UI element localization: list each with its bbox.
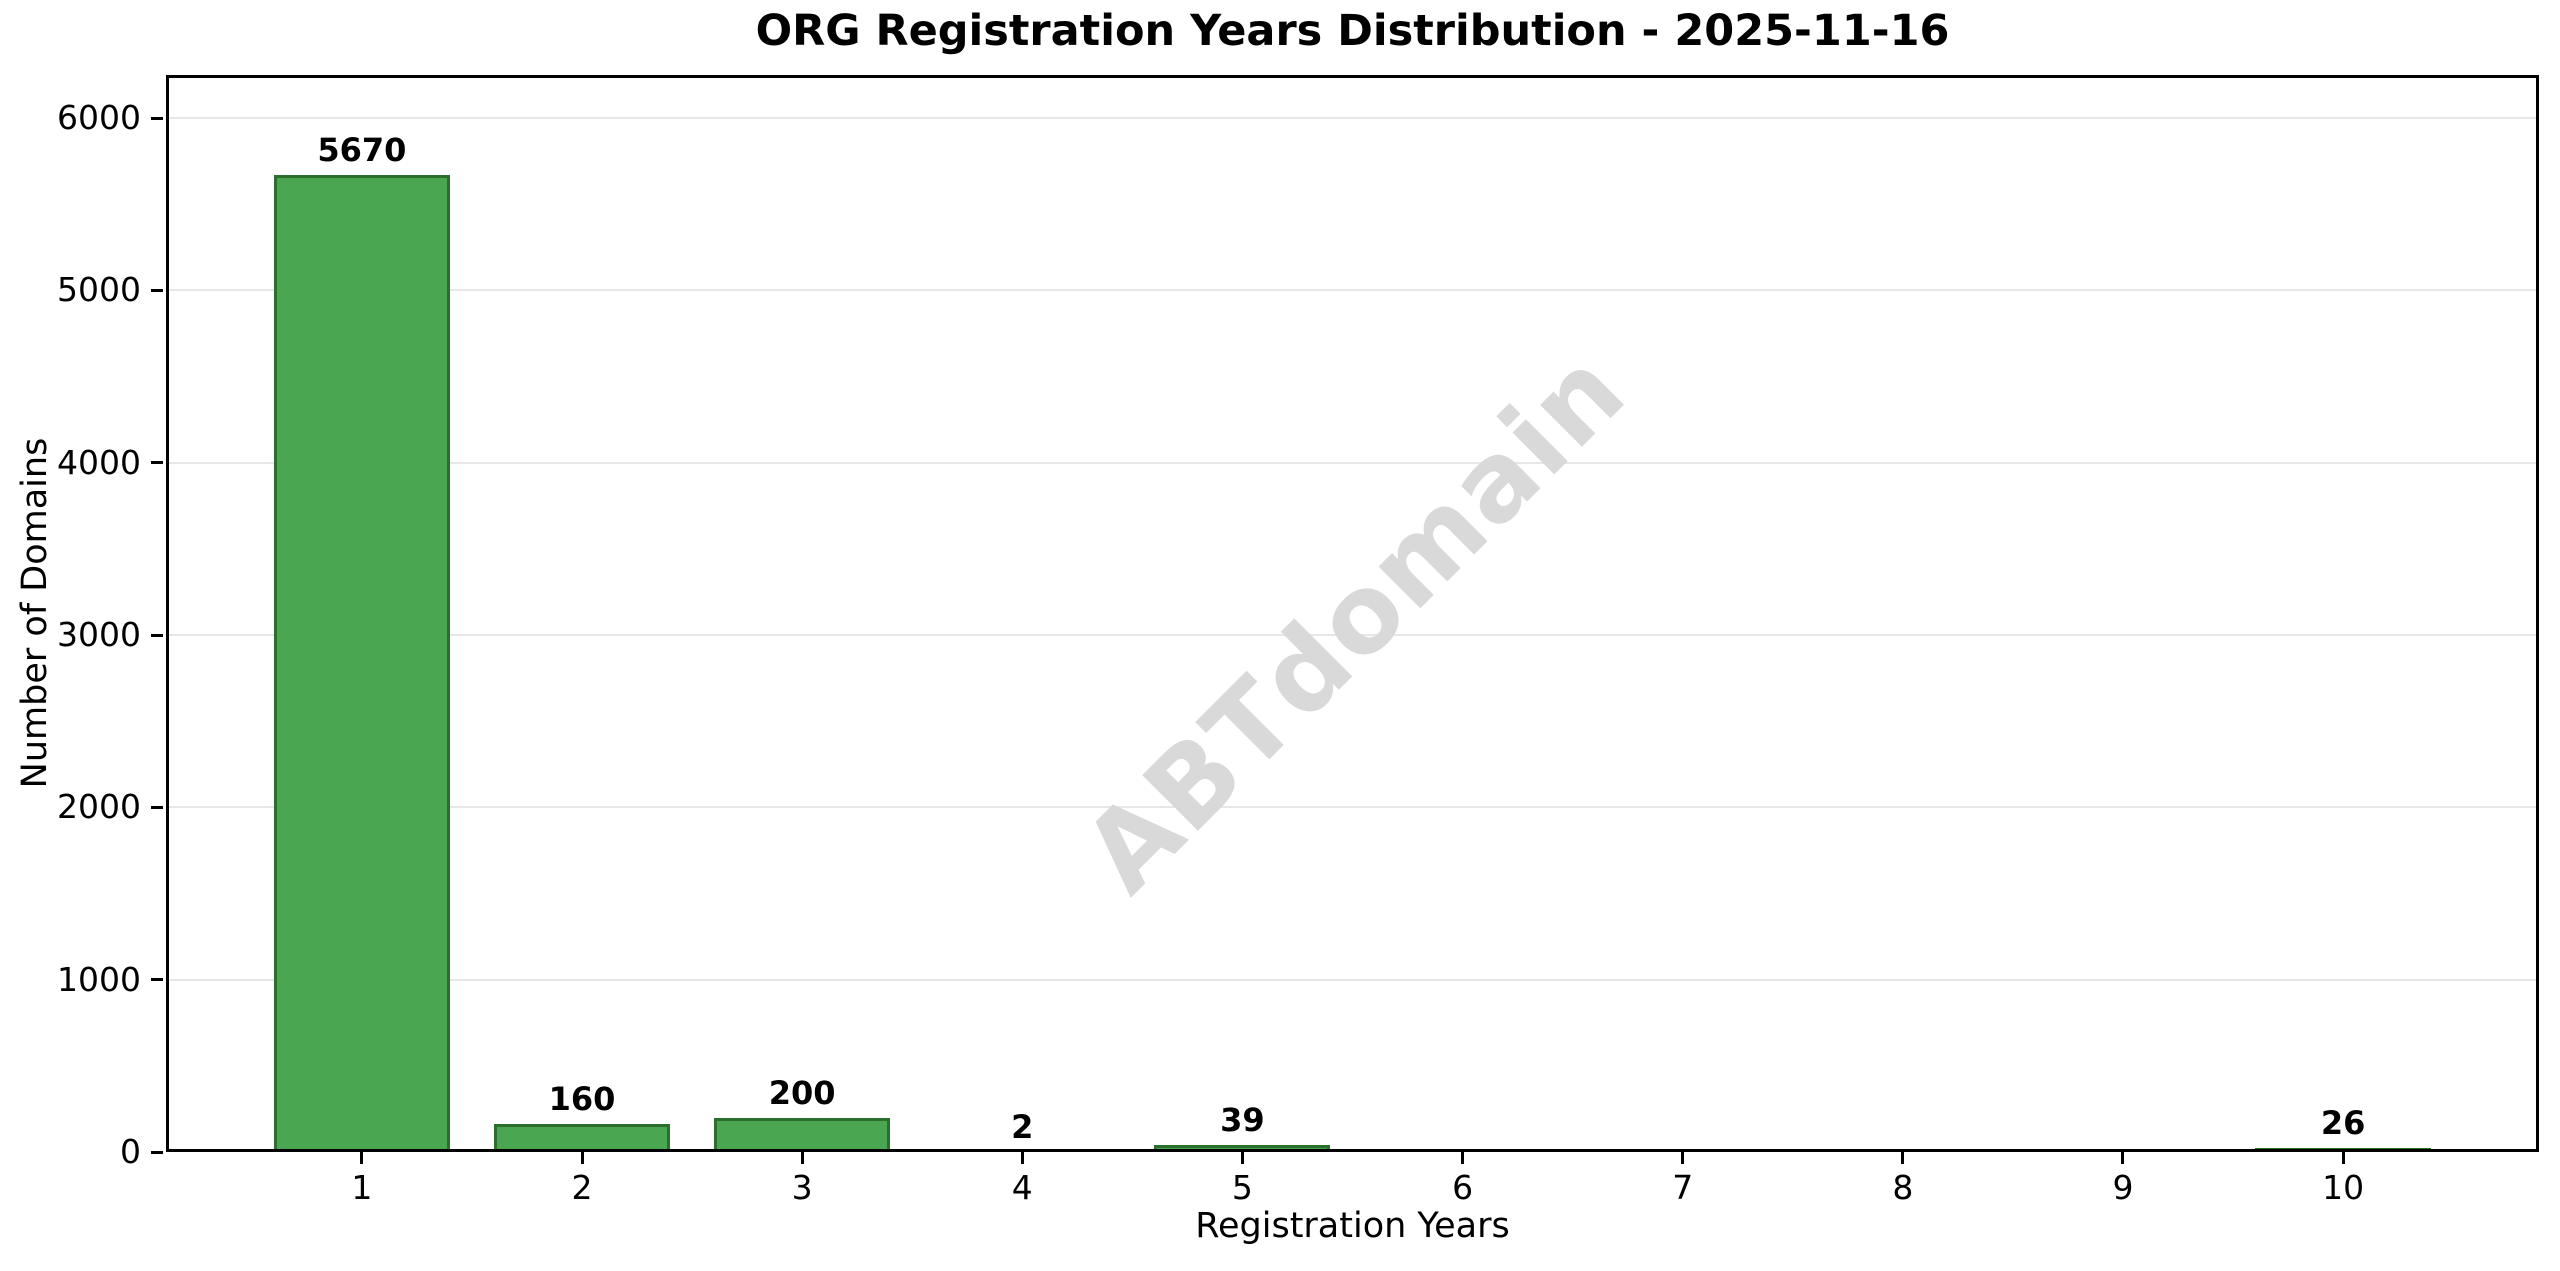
y-tick-label: 6000 <box>57 98 141 138</box>
x-tick-label: 4 <box>1011 1168 1033 1207</box>
bar <box>493 1124 671 1152</box>
bar-value-label: 160 <box>548 1080 616 1119</box>
x-tick <box>1681 1152 1685 1164</box>
y-tick-label: 1000 <box>57 959 141 999</box>
x-tick <box>1461 1152 1465 1164</box>
x-axis-label: Registration Years <box>1195 1206 1510 1246</box>
y-gridline <box>166 117 2539 120</box>
y-gridline <box>166 634 2539 637</box>
bar-value-label: 200 <box>768 1073 836 1112</box>
bar-value-label: 39 <box>1220 1101 1265 1140</box>
x-tick-label: 1 <box>351 1168 373 1207</box>
x-tick-label: 8 <box>1892 1168 1914 1207</box>
x-tick-label: 3 <box>791 1168 813 1207</box>
x-tick <box>1240 1152 1244 1164</box>
x-tick-label: 7 <box>1672 1168 1694 1207</box>
x-tick-label: 6 <box>1452 1168 1474 1207</box>
y-tick-label: 2000 <box>57 787 141 827</box>
y-gridline <box>166 461 2539 464</box>
y-tick <box>151 461 163 465</box>
x-tick <box>1901 1152 1905 1164</box>
x-tick <box>800 1152 804 1164</box>
y-tick <box>151 116 163 120</box>
y-tick <box>151 978 163 982</box>
y-tick <box>151 1150 163 1154</box>
bar <box>714 1117 891 1152</box>
bar <box>273 174 450 1152</box>
y-tick-label: 3000 <box>57 615 141 655</box>
bar <box>1154 1145 1331 1152</box>
bar-value-label: 26 <box>2320 1103 2366 1142</box>
y-tick <box>151 633 163 637</box>
x-tick-label: 9 <box>2112 1168 2134 1207</box>
y-tick-label: 4000 <box>57 442 141 482</box>
y-gridline <box>166 806 2539 809</box>
y-tick <box>151 288 163 292</box>
y-tick-label: 0 <box>120 1132 141 1171</box>
bar-value-label: 5670 <box>317 130 407 169</box>
x-tick <box>360 1152 364 1164</box>
chart-title: ORG Registration Years Distribution - 20… <box>755 6 1950 56</box>
x-tick <box>1020 1152 1024 1164</box>
x-tick-label: 10 <box>2322 1168 2365 1207</box>
x-tick-label: 2 <box>571 1168 593 1207</box>
x-tick <box>2121 1152 2125 1164</box>
y-axis-label: Number of Domains <box>15 437 55 789</box>
y-tick-label: 5000 <box>57 270 141 310</box>
y-tick <box>151 805 163 809</box>
x-tick <box>2341 1152 2345 1164</box>
y-gridline <box>166 289 2539 292</box>
x-tick <box>580 1152 584 1164</box>
plot-area: 0 1000 2000 3000 4000 5000 6000 1 2 3 4 5 6 7 8 9 10 5670… <box>57 75 2539 1207</box>
x-tick-label: 5 <box>1231 1168 1253 1207</box>
y-gridline <box>166 978 2539 981</box>
bar-value-label: 2 <box>1011 1107 1034 1146</box>
